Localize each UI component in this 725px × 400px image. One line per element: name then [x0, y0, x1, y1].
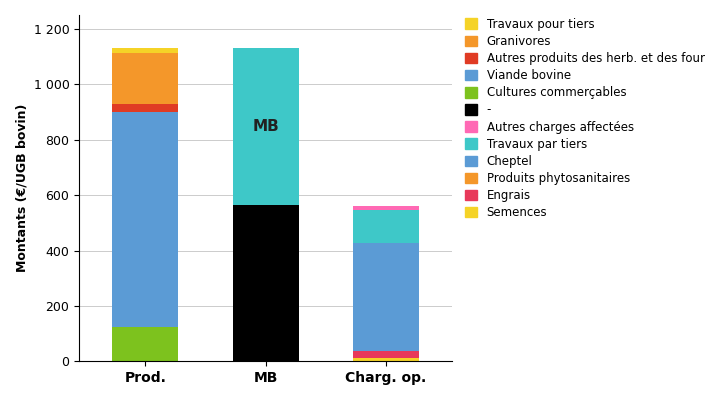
Bar: [353, 358, 419, 361]
Y-axis label: Montants (€/UGB bovin): Montants (€/UGB bovin): [15, 104, 28, 272]
Bar: [112, 53, 178, 104]
Bar: [233, 205, 299, 361]
Legend: Travaux pour tiers, Granivores, Autres produits des herb. et des four, Viande bo: Travaux pour tiers, Granivores, Autres p…: [462, 14, 708, 223]
Bar: [353, 243, 419, 351]
Bar: [233, 48, 299, 205]
Bar: [353, 206, 419, 210]
Bar: [353, 351, 419, 358]
Bar: [112, 48, 178, 53]
Bar: [112, 327, 178, 361]
Bar: [112, 112, 178, 327]
Bar: [112, 104, 178, 112]
Bar: [353, 210, 419, 243]
Text: MB: MB: [252, 119, 279, 134]
